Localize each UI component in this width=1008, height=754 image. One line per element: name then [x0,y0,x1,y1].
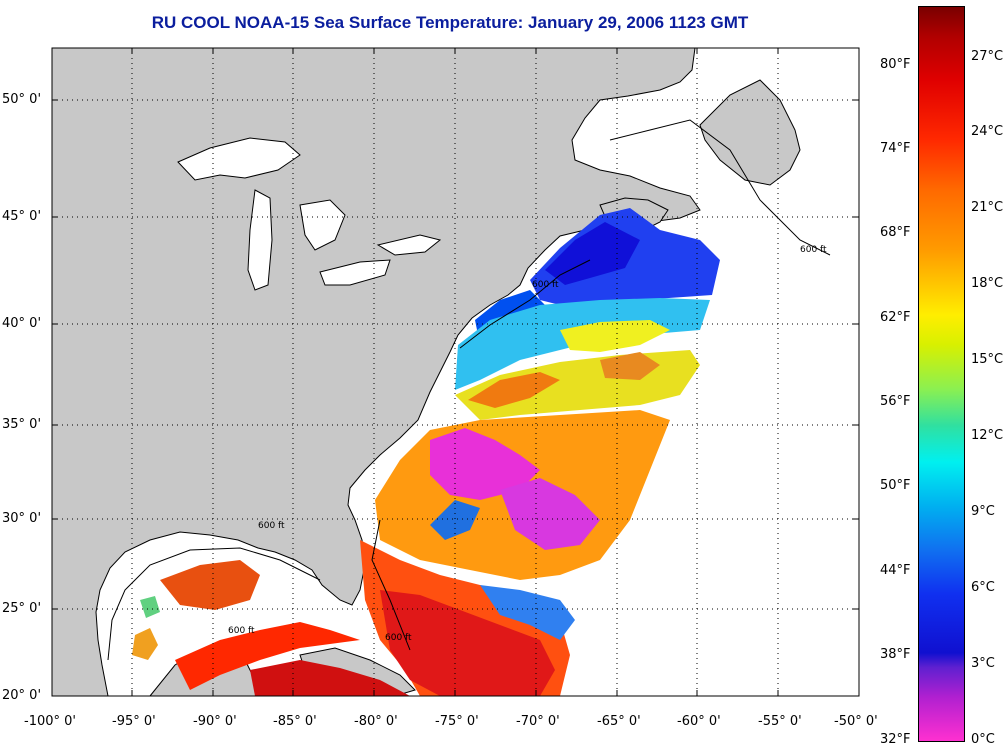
colorbar-f-62: 62°F [880,310,911,325]
colorbar-c-24: 24°C [971,124,1004,139]
colorbar-c-21: 21°C [971,200,1004,215]
lon-label-55: -55° 0' [758,714,802,729]
lon-label-95: -95° 0' [112,714,156,729]
lon-label-65: -65° 0' [597,714,641,729]
colorbar-f-38: 38°F [880,647,911,662]
lat-label-20: 20° 0' [2,688,42,703]
map-frame [51,47,860,697]
colorbar-c-12: 12°C [971,428,1004,443]
colorbar-f-44: 44°F [880,563,911,578]
isobath-label-south: 600 ft [228,626,255,636]
colorbar-f-68: 68°F [880,225,911,240]
isobath-label-bahamas: 600 ft [385,633,412,643]
graticule [52,48,859,696]
lat-label-40: 40° 0' [2,316,42,331]
colorbar-c-6: 6°C [971,580,995,595]
lat-label-45: 45° 0' [2,209,42,224]
colorbar-f-80: 80°F [880,57,911,72]
colorbar-f-74: 74°F [880,141,911,156]
lat-label-50: 50° 0' [2,92,42,107]
newfoundland [699,79,801,186]
colorbar-c-18: 18°C [971,276,1004,291]
isobath-label-grand-banks: 600 ft [800,245,827,255]
land-mass [51,47,701,697]
colorbar-f-56: 56°F [880,394,911,409]
isobath-contour [107,119,831,661]
lat-label-30: 30° 0' [2,511,42,526]
lon-label-100: -100° 0' [24,714,76,729]
sst-data-layer [132,208,720,696]
map-title: RU COOL NOAA-15 Sea Surface Temperature:… [151,13,749,32]
great-lakes [177,137,442,291]
isobath-label-gulf-of-maine: 600 ft [532,280,559,290]
axis-ticks [52,48,859,696]
colorbar-c-0: 0°C [971,732,995,747]
lon-label-90: -90° 0' [193,714,237,729]
colorbar-c-15: 15°C [971,352,1004,367]
colorbar-c-3: 3°C [971,656,995,671]
isobath-label-gulf: 600 ft [258,521,285,531]
lon-label-70: -70° 0' [516,714,560,729]
lat-label-35: 35° 0' [2,417,42,432]
colorbar-c-27: 27°C [971,49,1004,64]
lon-label-60: -60° 0' [677,714,721,729]
lon-label-75: -75° 0' [435,714,479,729]
colorbar-f-32: 32°F [880,732,911,747]
temperature-colorbar [918,6,965,742]
lon-label-85: -85° 0' [273,714,317,729]
lat-label-25: 25° 0' [2,601,42,616]
colorbar-c-9: 9°C [971,504,995,519]
lon-label-50: -50° 0' [834,714,878,729]
colorbar-f-50: 50°F [880,478,911,493]
lon-label-80: -80° 0' [354,714,398,729]
